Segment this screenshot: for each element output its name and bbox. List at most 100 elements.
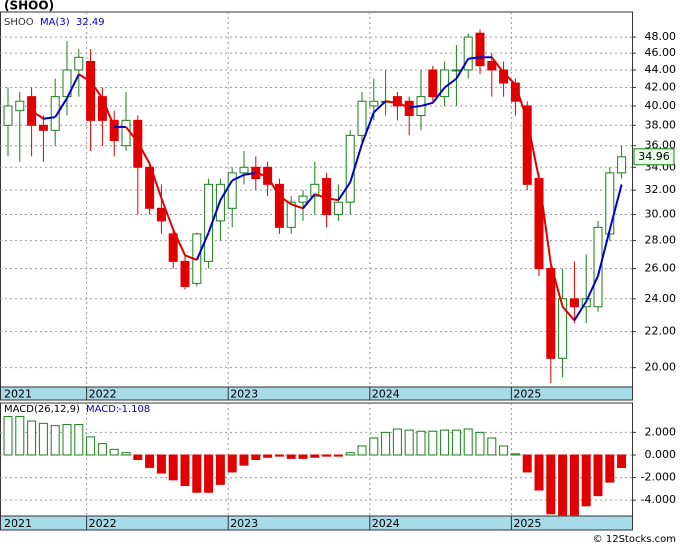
macd-bar xyxy=(263,454,273,458)
macd-bar xyxy=(451,429,461,456)
macd-bar xyxy=(463,428,473,456)
x-tick-label: 2021 xyxy=(4,517,32,530)
ma-line xyxy=(184,254,198,261)
candle-body xyxy=(558,298,568,359)
candle-body xyxy=(605,172,615,235)
candle-body xyxy=(156,207,166,222)
ma-line xyxy=(243,171,256,176)
ma-line xyxy=(195,232,210,261)
y-tick-label: 24.00 xyxy=(645,292,677,305)
x-tick-label: 2024 xyxy=(372,517,400,530)
x-tick-label: 2023 xyxy=(230,388,258,401)
legend-label: MACD(26,12,9) xyxy=(4,404,80,415)
y-tick-label: 46.00 xyxy=(645,46,677,59)
macd-bar xyxy=(50,425,60,456)
y-tick-label: 48.00 xyxy=(645,30,677,43)
macd-bar xyxy=(3,416,13,456)
ma-line xyxy=(337,181,352,201)
ma-line xyxy=(514,84,529,121)
candle-body xyxy=(546,268,556,359)
macd-bar xyxy=(416,430,426,456)
ma-line xyxy=(373,100,387,114)
ma-line xyxy=(266,176,281,197)
ma-line xyxy=(420,101,434,107)
candle-body xyxy=(593,226,603,308)
candle-body xyxy=(298,195,308,203)
macd-bar xyxy=(62,423,72,456)
ma-line xyxy=(43,116,56,120)
y-tick-label: -4.000 xyxy=(641,493,676,506)
candle-body xyxy=(451,69,461,72)
candle-body xyxy=(404,100,414,116)
candle-body xyxy=(475,32,485,67)
macd-bar xyxy=(440,429,450,456)
ma-line xyxy=(101,97,116,128)
ma-line xyxy=(549,263,564,308)
candle-body xyxy=(310,183,320,197)
candle-body xyxy=(369,100,379,107)
macd-bar xyxy=(86,436,96,456)
macd-bar xyxy=(227,454,237,473)
macd-bar xyxy=(581,454,591,507)
date-strip xyxy=(0,386,633,401)
candle-body xyxy=(357,100,367,136)
ma-line xyxy=(397,101,410,109)
plot-frame xyxy=(0,11,633,401)
macd-bar xyxy=(38,422,48,456)
macd-bar xyxy=(192,454,202,493)
y-tick-label: -2.000 xyxy=(641,471,676,484)
ma-line xyxy=(136,141,151,165)
ma-line xyxy=(54,97,68,118)
macd-bar xyxy=(404,429,414,456)
ma-line xyxy=(468,56,481,60)
ma-line xyxy=(502,72,517,86)
y-tick-label: 38.00 xyxy=(645,118,677,131)
macd-bar xyxy=(168,454,178,481)
ma-line xyxy=(349,143,363,183)
macd-bar xyxy=(381,431,391,456)
ma-line xyxy=(66,73,80,99)
ma-line xyxy=(409,104,422,109)
macd-bar xyxy=(145,454,155,468)
ma-line xyxy=(172,229,186,256)
macd-bar xyxy=(286,454,296,459)
y-tick-label: 0.000 xyxy=(645,448,677,461)
candle-body xyxy=(121,119,131,147)
candle-body xyxy=(286,201,296,228)
candle-body xyxy=(86,60,96,121)
macd-bar xyxy=(357,445,367,456)
ma-line xyxy=(385,100,398,104)
ma-line xyxy=(561,306,576,321)
y-tick-label: 40.00 xyxy=(645,99,677,112)
ma-line xyxy=(361,111,375,145)
macd-bar xyxy=(322,454,332,457)
y-tick-label: 26.00 xyxy=(645,262,677,275)
candle-body xyxy=(74,56,84,71)
candle-body xyxy=(145,166,155,209)
ma-line xyxy=(314,193,327,200)
y-tick-label: 20.00 xyxy=(645,361,677,374)
ma-line xyxy=(608,184,623,230)
ma-line xyxy=(326,197,339,202)
y-tick-label: 22.00 xyxy=(645,325,677,338)
chart-title: (SHOO) xyxy=(4,0,54,13)
macd-bar xyxy=(345,452,355,456)
ma-line xyxy=(160,197,175,230)
candle-body xyxy=(333,201,343,216)
macd-bar xyxy=(156,454,166,474)
x-tick-label: 2022 xyxy=(89,517,117,530)
ma-line xyxy=(302,193,316,209)
legend-value: 32.49 xyxy=(76,17,105,28)
candle-body xyxy=(510,82,520,102)
candle-body xyxy=(180,260,190,287)
macd-bar xyxy=(310,454,320,458)
macd-bar xyxy=(215,454,225,485)
y-tick-label: 32.00 xyxy=(645,183,677,196)
x-tick-label: 2024 xyxy=(372,388,400,401)
ma-line xyxy=(78,73,92,83)
candle-body xyxy=(617,156,627,174)
macd-bar xyxy=(475,431,485,456)
y-tick-label: 42.00 xyxy=(645,81,677,94)
ma-line xyxy=(31,109,44,120)
